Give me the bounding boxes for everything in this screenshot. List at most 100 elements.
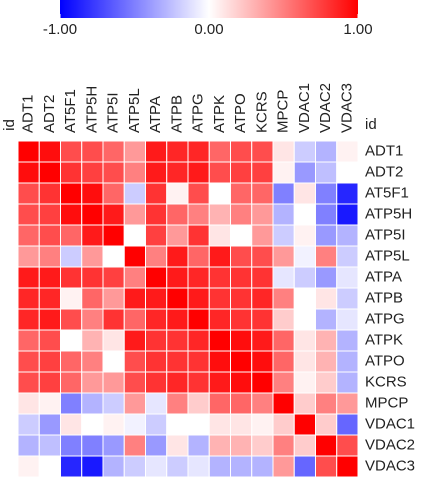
heatmap-cell — [315, 140, 338, 163]
heatmap-cell — [81, 224, 104, 247]
heatmap-cell — [336, 371, 359, 394]
x-tick-label: VDAC2 — [317, 83, 334, 133]
colorbar-tick-label: 0.00 — [194, 21, 223, 38]
heatmap-cell — [123, 350, 146, 373]
heatmap-cell — [208, 371, 231, 394]
heatmap-cell — [38, 266, 61, 289]
heatmap-cell — [272, 203, 295, 226]
heatmap-cell — [145, 434, 168, 457]
heatmap-cell — [272, 413, 295, 436]
heatmap-cell — [230, 392, 253, 415]
heatmap-cell — [38, 329, 61, 352]
heatmap-cell — [145, 203, 168, 226]
heatmap-cell — [60, 203, 83, 226]
heatmap-cell — [251, 203, 274, 226]
heatmap-cell — [315, 392, 338, 415]
heatmap-cell — [145, 245, 168, 268]
heatmap-cell — [208, 224, 231, 247]
heatmap-cell — [60, 413, 83, 436]
heatmap-cell — [38, 308, 61, 331]
heatmap-cell — [102, 140, 125, 163]
heatmap-cell — [17, 308, 40, 331]
y-tick-label: ATP5H — [365, 205, 412, 222]
x-tick-label: KCRS — [253, 91, 270, 133]
heatmap-cell — [38, 182, 61, 205]
heatmap-cell — [251, 161, 274, 184]
heatmap-cell — [187, 245, 210, 268]
heatmap-cell — [336, 287, 359, 310]
heatmap-cell — [251, 434, 274, 457]
heatmap-cell — [230, 434, 253, 457]
heatmap-cell — [145, 287, 168, 310]
x-tick-label: MPCP — [275, 90, 292, 133]
heatmap-cell — [187, 203, 210, 226]
heatmap-cell — [38, 371, 61, 394]
x-tick-label: VDAC1 — [296, 83, 313, 133]
heatmap-cell — [336, 161, 359, 184]
heatmap-cell — [208, 455, 231, 477]
heatmap-cell — [293, 308, 316, 331]
colorbar-tick-label: 1.00 — [343, 21, 372, 38]
heatmap-cell — [145, 266, 168, 289]
heatmap-cell — [102, 392, 125, 415]
heatmap-cell — [81, 140, 104, 163]
heatmap-cell — [208, 434, 231, 457]
heatmap-cell — [81, 350, 104, 373]
x-tick-label: ATPO — [232, 93, 249, 133]
heatmap-cell — [315, 266, 338, 289]
heatmap-cell — [38, 161, 61, 184]
heatmap-cell — [315, 350, 338, 373]
heatmap-cell — [102, 182, 125, 205]
heatmap-cell — [17, 455, 40, 477]
heatmap-cell — [60, 266, 83, 289]
heatmap-cell — [166, 182, 189, 205]
heatmap-cell — [81, 287, 104, 310]
heatmap-cell — [166, 371, 189, 394]
heatmap-cell — [272, 140, 295, 163]
heatmap-cell — [336, 182, 359, 205]
heatmap-cell — [123, 161, 146, 184]
y-tick-label: MPCP — [365, 394, 408, 411]
heatmap-cell — [17, 266, 40, 289]
y-axis-title: id — [365, 116, 377, 133]
heatmap-cell — [315, 224, 338, 247]
heatmap-cell — [81, 392, 104, 415]
heatmap-cell — [187, 140, 210, 163]
heatmap-cell — [208, 287, 231, 310]
heatmap-cell — [230, 161, 253, 184]
heatmap-cell — [315, 455, 338, 477]
heatmap-cell — [336, 392, 359, 415]
heatmap-cell — [123, 224, 146, 247]
heatmap-cell — [315, 371, 338, 394]
heatmap-cell — [166, 413, 189, 436]
heatmap-cell — [102, 371, 125, 394]
heatmap-cell — [123, 434, 146, 457]
heatmap-cell — [251, 245, 274, 268]
heatmap-cell — [251, 329, 274, 352]
heatmap-cell — [230, 350, 253, 373]
heatmap-cell — [60, 224, 83, 247]
heatmap-cell — [60, 392, 83, 415]
heatmap-cell — [166, 266, 189, 289]
x-tick-label: ADT1 — [20, 95, 37, 133]
heatmap-cell — [145, 182, 168, 205]
heatmap-cell — [17, 413, 40, 436]
y-tick-label: ATP5I — [365, 226, 406, 243]
heatmap-cell — [272, 350, 295, 373]
heatmap-cell — [208, 392, 231, 415]
heatmap-cell — [38, 245, 61, 268]
heatmap-cell — [293, 287, 316, 310]
heatmap-cell — [102, 413, 125, 436]
y-tick-label: ATP5L — [365, 247, 410, 264]
heatmap-cell — [145, 329, 168, 352]
x-axis-title: id — [1, 119, 18, 131]
heatmap-cell — [123, 329, 146, 352]
heatmap-cell — [272, 266, 295, 289]
heatmap-cell — [102, 266, 125, 289]
heatmap-cell — [17, 287, 40, 310]
heatmap-cell — [81, 161, 104, 184]
heatmap-cell — [208, 350, 231, 373]
heatmap-cell — [187, 182, 210, 205]
heatmap-cell — [17, 203, 40, 226]
